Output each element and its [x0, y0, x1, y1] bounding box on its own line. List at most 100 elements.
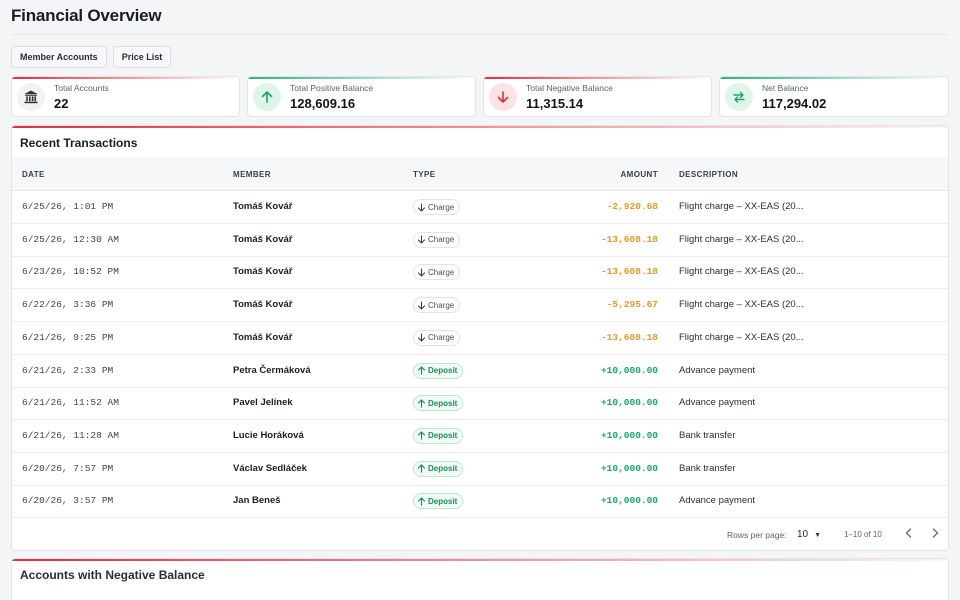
type-badge: Deposit: [413, 395, 464, 412]
cell-date: 6/23/26, 10:52 PM: [22, 266, 119, 278]
column-header-amount[interactable]: AMOUNT: [620, 170, 658, 179]
stat-value: 117,294.02: [762, 95, 827, 111]
cell-date: 6/21/26, 9:25 PM: [22, 331, 114, 343]
stat-value: 11,315.14: [526, 95, 584, 111]
stat-value: 22: [54, 95, 69, 111]
cell-date: 6/25/26, 1:01 PM: [22, 201, 114, 212]
type-badge: Deposit: [413, 362, 464, 379]
arrow-down-icon: [417, 301, 426, 310]
type-label: Charge: [428, 300, 455, 310]
cell-description: Bank transfer: [679, 462, 736, 474]
column-header-description[interactable]: DESCRIPTION: [679, 170, 739, 179]
type-label: Deposit: [428, 398, 458, 408]
rows-per-page-value: 10: [797, 529, 809, 540]
cell-amount: +10,000.00: [600, 429, 658, 441]
cell-type: Deposit: [413, 362, 464, 379]
cell-description: Flight charge – XX-EAS (20...: [679, 266, 804, 278]
stat-card-net-balance: Net Balance 117,294.02: [719, 76, 949, 117]
arrow-down-icon: [417, 268, 426, 277]
arrow-up-icon: [417, 366, 426, 375]
cell-type: Charge: [413, 231, 461, 248]
recent-transactions-card: Recent Transactions DATE MEMBER TYPE AMO…: [11, 125, 949, 551]
cell-type: Charge: [413, 297, 461, 314]
chevron-right-icon: [932, 528, 939, 538]
column-header-date[interactable]: DATE: [22, 170, 45, 179]
table-row[interactable]: 6/21/26, 11:52 AM Pavel Jelínek Deposit +10…: [12, 387, 948, 421]
table-row[interactable]: 6/23/26, 10:52 PM Tomáš Kovář Charge -13,60…: [12, 256, 948, 290]
cell-date: 6/22/26, 3:36 PM: [22, 299, 114, 311]
stat-card-total-positive-balance: Total Positive Balance 128,609.16: [247, 76, 476, 117]
cell-date: 6/20/26, 7:57 PM: [22, 462, 114, 474]
arrow-up-icon: [417, 464, 426, 473]
type-badge: Deposit: [413, 427, 464, 444]
cell-type: Deposit: [413, 395, 464, 412]
next-page-button[interactable]: [929, 526, 941, 542]
column-header-type[interactable]: TYPE: [413, 170, 436, 179]
cell-description: Flight charge – XX-EAS (20...: [679, 299, 804, 311]
cell-member: Pavel Jelínek: [233, 397, 293, 409]
negative-balance-accounts-card: Accounts with Negative Balance: [11, 558, 949, 600]
table-row[interactable]: 6/21/26, 2:33 PM Petra Čermáková Deposit +1…: [12, 355, 948, 388]
table-row[interactable]: 6/20/26, 7:57 PM Václav Sedláček Deposit +1…: [12, 453, 948, 486]
type-label: Deposit: [428, 366, 458, 375]
cell-type: Deposit: [413, 427, 464, 444]
rows-per-page-select[interactable]: 10 ▼: [797, 529, 821, 540]
tab-bar: Member Accounts Price List: [11, 46, 172, 68]
type-label: Charge: [428, 235, 455, 245]
cell-description: Advance payment: [679, 364, 756, 376]
tab-price-list[interactable]: Price List: [112, 46, 172, 68]
stat-label: Total Accounts: [54, 82, 109, 93]
type-label: Charge: [428, 202, 455, 212]
arrow-down-icon: [417, 202, 426, 212]
cell-amount: -5,295.67: [606, 299, 658, 311]
stat-label: Net Balance: [762, 82, 809, 93]
table-row[interactable]: 6/25/26, 1:01 PM Tomáš Kovář Charge -2,920.…: [12, 191, 948, 224]
stat-label: Total Positive Balance: [290, 82, 374, 93]
table-row[interactable]: 6/21/26, 11:28 AM Lucie Horáková Deposit +1…: [12, 420, 948, 453]
cell-amount: +10,000.00: [600, 495, 658, 507]
table-pagination: Rows per page: 10 ▼ 1–10 of 10: [12, 518, 948, 550]
stat-value: 128,609.16: [290, 95, 356, 111]
type-badge: Deposit: [413, 460, 464, 477]
cell-type: Deposit: [413, 493, 464, 510]
type-badge: Charge: [413, 297, 461, 314]
cell-member: Lucie Horáková: [233, 429, 304, 441]
table-row[interactable]: 6/20/26, 3:57 PM Jan Beneš Deposit +10,000.…: [12, 485, 948, 519]
cell-member: Tomáš Kovář: [233, 201, 293, 212]
cell-member: Tomáš Kovář: [233, 266, 293, 278]
cell-type: Charge: [413, 329, 461, 346]
card-title: Accounts with Negative Balance: [20, 568, 205, 582]
tab-member-accounts[interactable]: Member Accounts: [11, 46, 107, 68]
cell-member: Tomáš Kovář: [233, 331, 293, 343]
type-label: Deposit: [428, 464, 458, 474]
type-badge: Charge: [413, 199, 461, 215]
type-label: Charge: [428, 333, 455, 343]
arrow-down-icon: [489, 82, 517, 111]
table-row[interactable]: 6/25/26, 12:30 AM Tomáš Kovář Charge -13,60…: [12, 224, 948, 257]
arrow-up-icon: [417, 399, 426, 408]
cell-description: Advance payment: [679, 495, 756, 507]
cell-type: Charge: [413, 199, 461, 215]
cell-type: Deposit: [413, 460, 464, 477]
cell-date: 6/21/26, 2:33 PM: [22, 364, 114, 376]
rows-per-page-label: Rows per page:: [727, 530, 787, 540]
table-row[interactable]: 6/22/26, 3:36 PM Tomáš Kovář Charge -5,295.…: [12, 289, 948, 323]
cell-member: Tomáš Kovář: [233, 233, 293, 245]
arrow-down-icon: [417, 235, 426, 244]
column-header-member[interactable]: MEMBER: [233, 170, 271, 179]
type-label: Deposit: [428, 431, 458, 441]
page-title: Financial Overview: [11, 6, 162, 25]
cell-type: Charge: [413, 264, 461, 281]
title-divider: [11, 34, 949, 35]
cell-amount: +10,000.00: [600, 397, 658, 409]
type-badge: Deposit: [413, 493, 464, 510]
arrow-down-icon: [417, 333, 426, 342]
cell-date: 6/21/26, 11:52 AM: [22, 397, 119, 409]
table-row[interactable]: 6/21/26, 9:25 PM Tomáš Kovář Charge -13,608…: [12, 322, 948, 355]
type-badge: Charge: [413, 329, 461, 346]
swap-icon: [725, 82, 753, 111]
prev-page-button[interactable]: [903, 526, 915, 542]
chevron-left-icon: [905, 528, 912, 538]
pagination-range: 1–10 of 10: [844, 530, 882, 539]
cell-amount: +10,000.00: [600, 364, 658, 376]
